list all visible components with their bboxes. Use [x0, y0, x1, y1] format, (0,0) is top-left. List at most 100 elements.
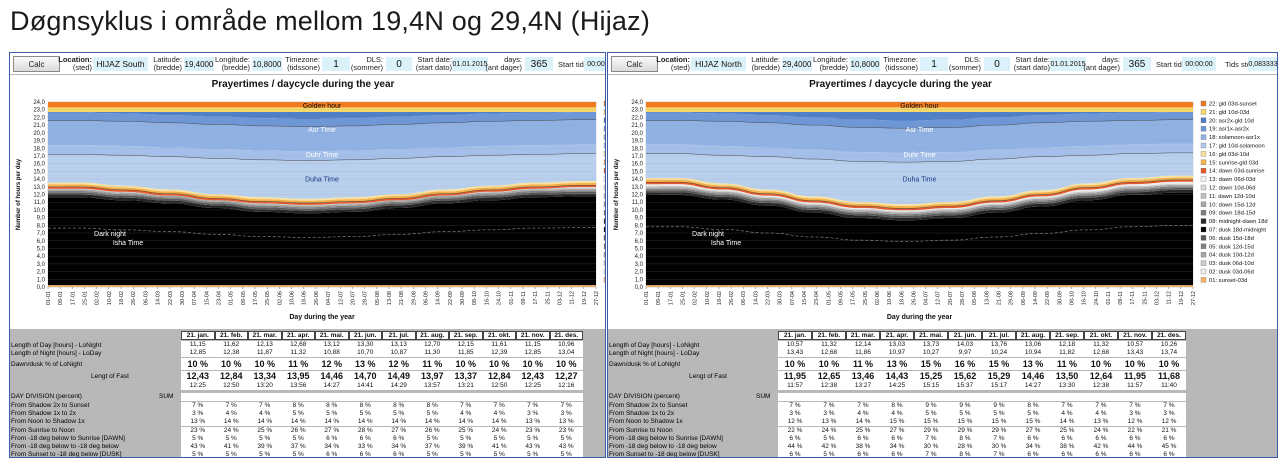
- night-length-cell: 11,82: [1050, 349, 1084, 357]
- param-label-line-1: (bredde): [221, 63, 250, 72]
- dls-field[interactable]: 0: [386, 57, 412, 71]
- legend-swatch: [603, 218, 605, 224]
- x-tick-label: 15-04: [802, 291, 808, 305]
- location-value[interactable]: HIJAZ North: [691, 57, 746, 71]
- legend-swatch: [603, 176, 605, 182]
- division-cell: 5 %: [549, 451, 583, 457]
- division-cell: 5 %: [982, 410, 1016, 419]
- panel-hijaz-south: Calc Location: (sted) HIJAZ South Latitude:(…: [9, 52, 606, 458]
- night-length-cell: 13,74: [1152, 349, 1186, 357]
- x-tick-label: 23-04: [216, 291, 222, 305]
- x-tick-label: 03-12: [557, 291, 563, 305]
- dls-field[interactable]: 0: [984, 57, 1010, 71]
- param-label: Location: (sted): [58, 53, 92, 75]
- division-cell: 30 %: [982, 443, 1016, 451]
- start-date-field[interactable]: 01.01.2015: [1050, 57, 1086, 71]
- x-tick-label: 09-05: [838, 291, 844, 305]
- calc-button[interactable]: Calc: [611, 56, 658, 72]
- longitude-field[interactable]: 10,8000: [252, 57, 282, 71]
- y-tick-label: 9,0: [635, 216, 644, 222]
- location-value[interactable]: HIJAZ South: [93, 57, 148, 71]
- division-cell: 38 %: [1050, 443, 1084, 451]
- band-dawn-03: [646, 179, 1193, 211]
- band-midnight: [48, 193, 596, 214]
- legend-swatch: [603, 142, 605, 149]
- division-cell: 8 %: [281, 402, 315, 410]
- division-cell: 13 %: [181, 418, 215, 427]
- division-cell: 5 %: [415, 410, 449, 419]
- x-tick-label: 21-08: [399, 291, 405, 305]
- division-cell: 22 %: [778, 426, 812, 435]
- x-tick-label: 03-12: [1155, 291, 1161, 305]
- division-cell: 6 %: [778, 434, 812, 443]
- legend-swatch: [1200, 277, 1207, 283]
- longitude-field[interactable]: 10,8000: [850, 57, 880, 71]
- dawn-pct-cell: 10 %: [248, 358, 282, 370]
- param-label-line-0: days:: [1102, 54, 1120, 64]
- legend-swatch: [1200, 210, 1207, 216]
- calc-button[interactable]: Calc: [13, 56, 60, 72]
- division-cell: 27 %: [880, 426, 914, 435]
- days-field[interactable]: 365: [1123, 57, 1151, 71]
- fast-decimal-cell: 11,68: [1152, 371, 1186, 382]
- y-tick-label: 7,0: [635, 231, 644, 237]
- division-cell: 34 %: [382, 443, 416, 451]
- boundary-line-0: [645, 179, 1193, 209]
- y-tick-label: 10,0: [33, 208, 45, 214]
- dark-night-label: Dark night: [692, 231, 724, 238]
- y-tick-label: 2,0: [635, 270, 644, 276]
- legend-swatch: [603, 184, 605, 191]
- param-label: Location: (sted): [656, 53, 690, 75]
- division-cell: 5 %: [516, 434, 550, 443]
- y-tick-label: 0,0: [37, 285, 46, 291]
- y-tick-label: 0,0: [635, 285, 644, 291]
- division-cell: 6 %: [1152, 451, 1186, 457]
- x-tick-label: 09-05: [241, 291, 247, 305]
- timezone-field[interactable]: 1: [322, 57, 350, 71]
- stats-table: 21. jan. 21. feb. 21. mar. 21. apr. 21. mai.…: [608, 329, 1277, 457]
- x-tick-label: 06-09: [424, 291, 430, 305]
- division-cell: 41 %: [214, 443, 248, 451]
- sum-label: SUM: [159, 393, 174, 400]
- latitude-field[interactable]: 29,4000: [782, 57, 812, 71]
- tids-steg-label: Tids steg:: [1225, 59, 1258, 69]
- dawn-pct-cell: 10 %: [482, 358, 516, 370]
- fast-time-cell: 13:56: [281, 382, 315, 390]
- tids-steg-field[interactable]: 0,083333: [1248, 57, 1277, 71]
- division-cell: 25 %: [846, 426, 880, 435]
- start-tid-field[interactable]: 00:00: [584, 57, 605, 71]
- division-cell: 9 %: [914, 402, 948, 410]
- param-label-line-1: (bredde): [819, 63, 848, 72]
- division-cell: 5 %: [315, 410, 349, 419]
- x-tick-label: 06-09: [1021, 291, 1027, 305]
- division-cell: 4 %: [1084, 410, 1118, 419]
- fast-decimal-cell: 14,49: [382, 371, 416, 382]
- division-cell: 4 %: [880, 410, 914, 419]
- x-tick-label: 14-03: [753, 291, 759, 305]
- fast-time-cell: 14:27: [1016, 382, 1050, 390]
- param-label: Timezone: (tidssone): [882, 53, 918, 75]
- division-cell: 38 %: [846, 443, 880, 451]
- fast-time-cell: 12:50: [214, 382, 248, 390]
- start-date-field[interactable]: 01.01.2015: [452, 57, 488, 71]
- legend-swatch: [603, 193, 605, 199]
- x-tick-label: 02-02: [693, 291, 699, 305]
- day-length-cell: 13,73: [914, 341, 948, 349]
- band-dawn-15: [646, 184, 1193, 215]
- y-tick-label: 16,0: [631, 162, 643, 168]
- band-asr2: [646, 112, 1193, 129]
- x-tick-label: 06-03: [741, 291, 747, 305]
- x-tick-label: 24-10: [1094, 291, 1100, 305]
- days-field[interactable]: 365: [525, 57, 553, 71]
- division-cell: 7 %: [248, 402, 282, 410]
- start-tid-field[interactable]: 00:00:00: [1182, 57, 1216, 71]
- night-length-label: Length of Night [hours] - LoDay: [609, 350, 700, 357]
- y-tick-label: 23,0: [33, 108, 45, 114]
- param-label-line-0: Start date:: [1015, 54, 1050, 64]
- timezone-field[interactable]: 1: [920, 57, 948, 71]
- division-cell: 42 %: [1084, 443, 1118, 451]
- latitude-field[interactable]: 19,4000: [184, 57, 214, 71]
- daycycle-chart: 0,01,02,03,04,05,06,07,08,09,010,011,012…: [16, 100, 605, 321]
- y-tick-label: 5,0: [635, 246, 644, 252]
- fast-time-cell: 13:30: [1050, 382, 1084, 390]
